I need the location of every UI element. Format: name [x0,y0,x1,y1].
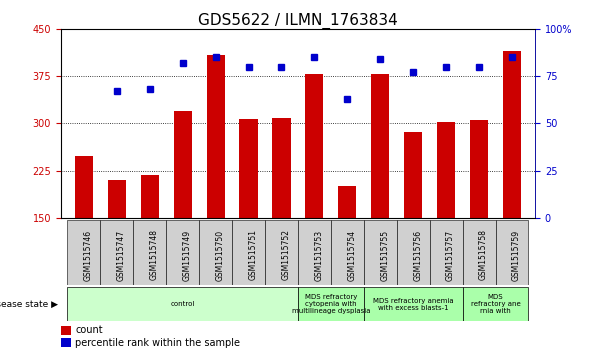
Text: GSM1515752: GSM1515752 [282,229,291,280]
Bar [371,74,389,218]
Bar [140,175,159,218]
Bar [61,326,71,335]
Bar [463,220,496,285]
Bar [298,287,364,321]
Text: GSM1515757: GSM1515757 [446,229,455,281]
Bar [240,119,258,218]
Bar [470,120,488,218]
Bar [67,220,100,285]
Bar [305,74,323,218]
Text: control: control [170,301,195,307]
Bar [133,220,166,285]
Bar [100,220,133,285]
Text: GSM1515754: GSM1515754 [347,229,356,281]
Bar [496,220,528,285]
Bar [396,220,430,285]
Bar [503,51,521,218]
Bar [364,220,396,285]
Bar [463,287,528,321]
Bar [338,186,356,218]
Bar [199,220,232,285]
Text: disease state ▶: disease state ▶ [0,299,58,309]
Text: GSM1515756: GSM1515756 [413,229,422,281]
Bar [61,338,71,347]
Bar [404,132,422,218]
Text: count: count [75,325,103,335]
Text: GSM1515749: GSM1515749 [182,229,192,281]
Text: GSM1515746: GSM1515746 [84,229,93,281]
Bar [232,220,265,285]
Text: GSM1515755: GSM1515755 [380,229,389,281]
Bar [108,180,126,218]
Bar [331,220,364,285]
Bar [430,220,463,285]
Bar [67,287,298,321]
Bar [174,111,192,218]
Bar [272,118,291,218]
Text: GSM1515747: GSM1515747 [117,229,126,281]
Bar [437,122,455,218]
Text: GSM1515753: GSM1515753 [314,229,323,281]
Text: MDS refractory
cytopenia with
multilineage dysplasia: MDS refractory cytopenia with multilinea… [292,294,370,314]
Bar [364,287,463,321]
Title: GDS5622 / ILMN_1763834: GDS5622 / ILMN_1763834 [198,13,398,29]
Text: GSM1515748: GSM1515748 [150,229,159,280]
Text: percentile rank within the sample: percentile rank within the sample [75,338,240,348]
Bar [166,220,199,285]
Bar [265,220,298,285]
Bar [207,56,224,218]
Text: GSM1515758: GSM1515758 [479,229,488,280]
Text: GSM1515750: GSM1515750 [216,229,224,281]
Text: GSM1515751: GSM1515751 [249,229,258,280]
Text: MDS
refractory ane
rnia with: MDS refractory ane rnia with [471,294,520,314]
Text: MDS refractory anemia
with excess blasts-1: MDS refractory anemia with excess blasts… [373,298,454,310]
Text: GSM1515759: GSM1515759 [512,229,521,281]
Bar [298,220,331,285]
Bar [75,156,93,218]
